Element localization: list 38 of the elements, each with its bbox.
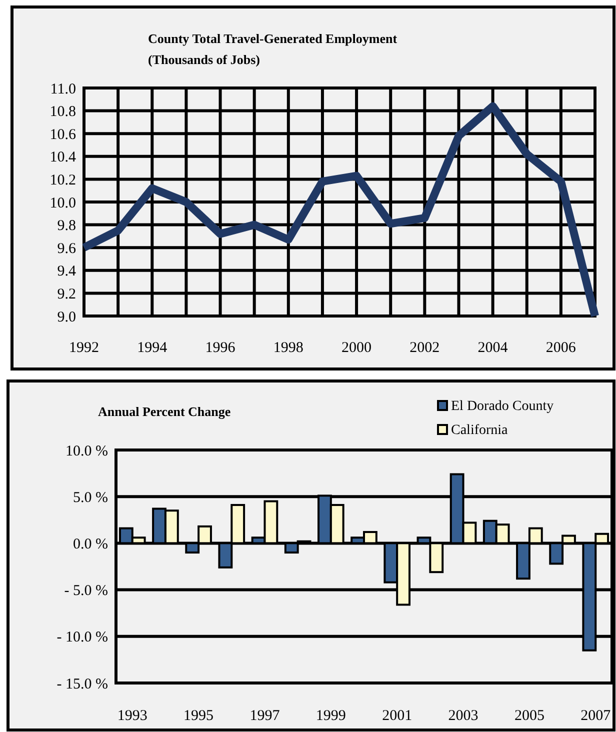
y-tick-label: 10.6 xyxy=(50,126,76,143)
x-tick-label: 2004 xyxy=(478,340,508,356)
x-tick-label: 2007 xyxy=(580,708,612,724)
x-tick-label: 1995 xyxy=(184,708,214,724)
x-tick-label: 2000 xyxy=(342,340,372,356)
y-tick-label: 10.0 % xyxy=(66,443,108,460)
y-tick-label: 10.2 xyxy=(50,172,76,188)
y-tick-label: - 5.0 % xyxy=(64,583,108,600)
x-tick-label: 1998 xyxy=(273,340,304,356)
y-tick-label: 10.4 xyxy=(50,150,76,166)
chart-subtitle: (Thousands of Jobs) xyxy=(148,52,260,67)
legend-label: El Dorado County xyxy=(451,399,554,414)
chart-title: County Total Travel-Generated Employment xyxy=(148,31,398,46)
x-tick-label: 1993 xyxy=(117,708,148,724)
x-tick-label: 1994 xyxy=(137,340,168,356)
y-tick-label: 11.0 xyxy=(50,81,76,98)
x-tick-label: 2001 xyxy=(382,708,412,724)
x-tick-label: 2003 xyxy=(448,708,478,724)
y-tick-label: 9.4 xyxy=(57,264,76,280)
chart-title: Annual Percent Change xyxy=(98,404,231,419)
y-tick-label: 9.0 xyxy=(57,309,76,326)
y-tick-label: 9.6 xyxy=(57,240,76,257)
x-tick-label: 2006 xyxy=(546,340,576,356)
x-tick-label: 1997 xyxy=(250,708,280,724)
legend-label: California xyxy=(451,423,509,438)
y-tick-label: - 10.0 % xyxy=(56,630,108,646)
x-tick-label: 2002 xyxy=(410,340,440,356)
x-tick-label: 2005 xyxy=(514,708,544,724)
y-tick-label: 9.8 xyxy=(57,218,76,234)
y-tick-label: 9.2 xyxy=(57,286,76,302)
y-tick-label: 5.0 % xyxy=(73,490,108,506)
y-tick-label: - 15.0 % xyxy=(56,676,108,692)
x-tick-label: 1996 xyxy=(205,340,236,356)
y-tick-label: 0.0 % xyxy=(73,536,108,552)
x-tick-label: 1999 xyxy=(316,708,346,724)
y-tick-label: 10.8 xyxy=(50,104,76,120)
y-tick-label: 10.0 xyxy=(50,195,76,212)
x-tick-label: 1992 xyxy=(69,340,99,356)
